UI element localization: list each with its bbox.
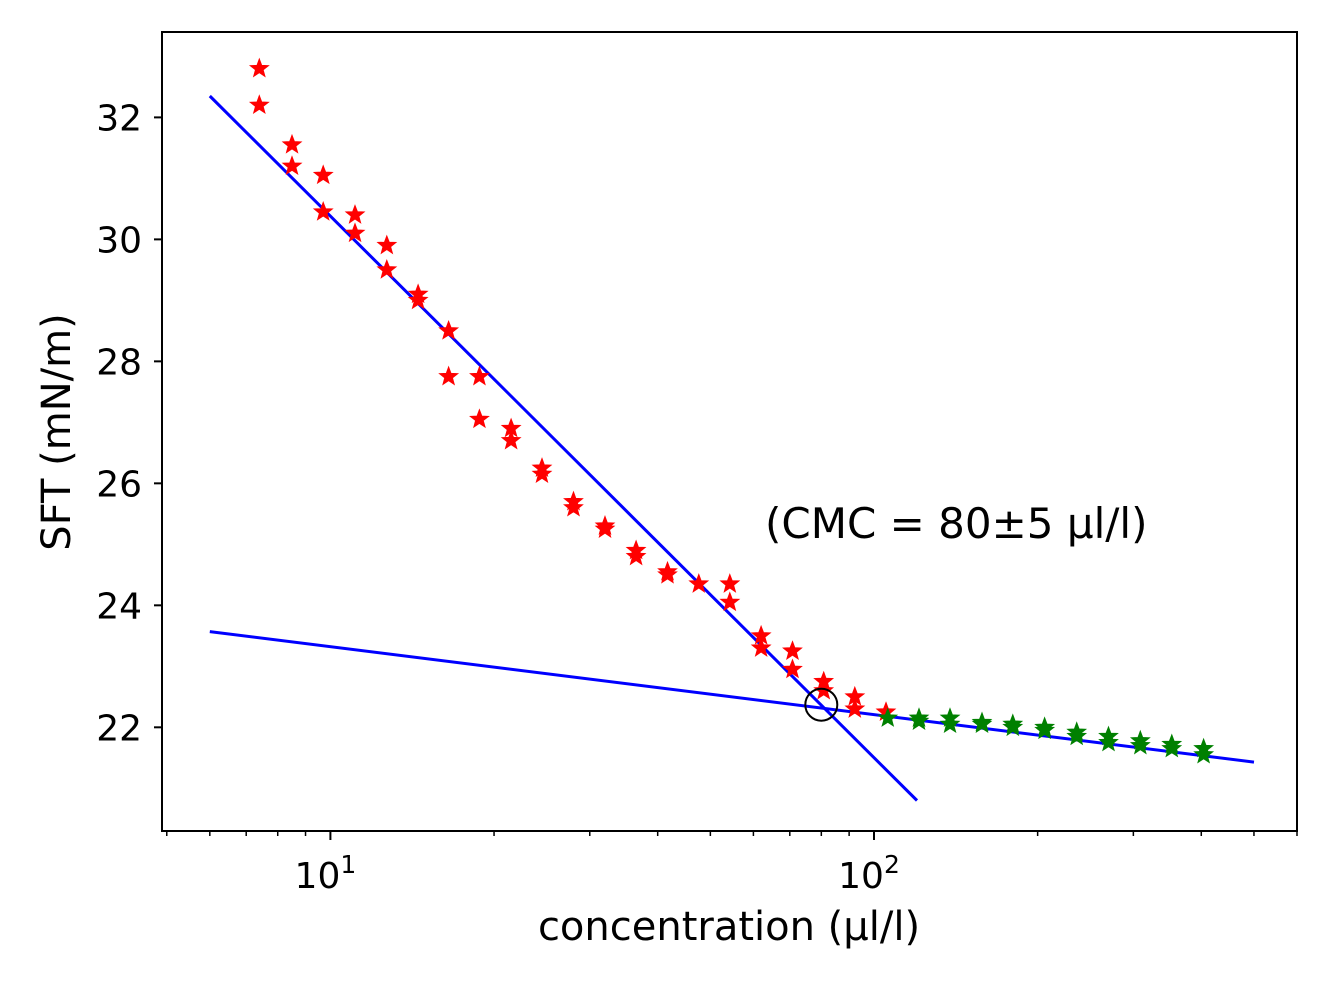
x-ticks: 101 102 xyxy=(166,831,1298,897)
red-star-point xyxy=(563,496,584,517)
green-star-point xyxy=(939,713,961,734)
green-star-point xyxy=(1066,725,1088,746)
y-tick-label: 30 xyxy=(96,220,142,261)
red-star-point xyxy=(248,57,270,78)
axes-frame xyxy=(161,31,1298,832)
cmc-annotation: (CMC = 80±5 μl/l) xyxy=(765,499,1147,548)
red-star-point xyxy=(750,637,772,657)
green-star-point xyxy=(971,713,993,734)
green-star-point xyxy=(1034,719,1056,740)
x-tick-label: 102 xyxy=(838,850,900,897)
red-star-point xyxy=(782,658,803,679)
fit-line-1 xyxy=(208,94,919,802)
green-star-point xyxy=(1002,716,1024,737)
x-tick-base: 10 xyxy=(838,856,884,897)
y-tick-label: 28 xyxy=(96,342,142,383)
red-star-point xyxy=(657,563,678,584)
x-axis-label: concentration (μl/l) xyxy=(538,904,920,950)
green-star-point xyxy=(1129,734,1151,755)
red-star-point xyxy=(688,573,710,593)
red-star-point xyxy=(344,222,366,243)
red-star-point xyxy=(625,545,647,566)
red-star-point xyxy=(469,365,490,386)
red-star-point xyxy=(469,408,490,429)
red-star-point xyxy=(281,133,303,154)
red-star-point xyxy=(782,640,803,660)
green-star-point xyxy=(877,707,899,727)
x-tick-exponent: 1 xyxy=(340,850,356,879)
green-star-point xyxy=(1161,737,1183,758)
x-tick-label: 101 xyxy=(295,850,357,897)
green-star-point xyxy=(908,710,930,731)
green-star-point xyxy=(1193,743,1215,764)
red-star-point xyxy=(344,204,366,224)
green-star-point xyxy=(1098,731,1119,752)
x-tick-base: 10 xyxy=(295,856,341,897)
red-star-point xyxy=(500,429,522,450)
red-star-point xyxy=(719,591,741,612)
y-axis-label: SFT (mN/m) xyxy=(34,313,80,550)
red-star-point xyxy=(438,365,460,386)
red-star-point xyxy=(312,164,334,185)
red-star-point xyxy=(248,94,270,115)
red-star-point xyxy=(376,258,398,279)
plot-marks xyxy=(208,57,1255,802)
red-star-point xyxy=(438,319,460,340)
red-star-point xyxy=(844,698,866,718)
red-star-point xyxy=(407,289,429,310)
y-tick-label: 24 xyxy=(96,586,142,627)
y-tick-label: 22 xyxy=(96,708,142,749)
red-star-point xyxy=(312,200,334,221)
y-ticks: 22 24 26 28 30 32 xyxy=(96,98,162,749)
y-tick-label: 32 xyxy=(96,98,142,139)
red-star-point xyxy=(594,518,616,538)
x-tick-exponent: 2 xyxy=(884,850,900,879)
cmc-circle-marker xyxy=(804,687,839,722)
red-star-point xyxy=(719,573,741,593)
red-star-point xyxy=(376,234,398,255)
red-star-point xyxy=(531,463,553,484)
red-star-point xyxy=(281,155,303,176)
y-tick-label: 26 xyxy=(96,464,142,505)
